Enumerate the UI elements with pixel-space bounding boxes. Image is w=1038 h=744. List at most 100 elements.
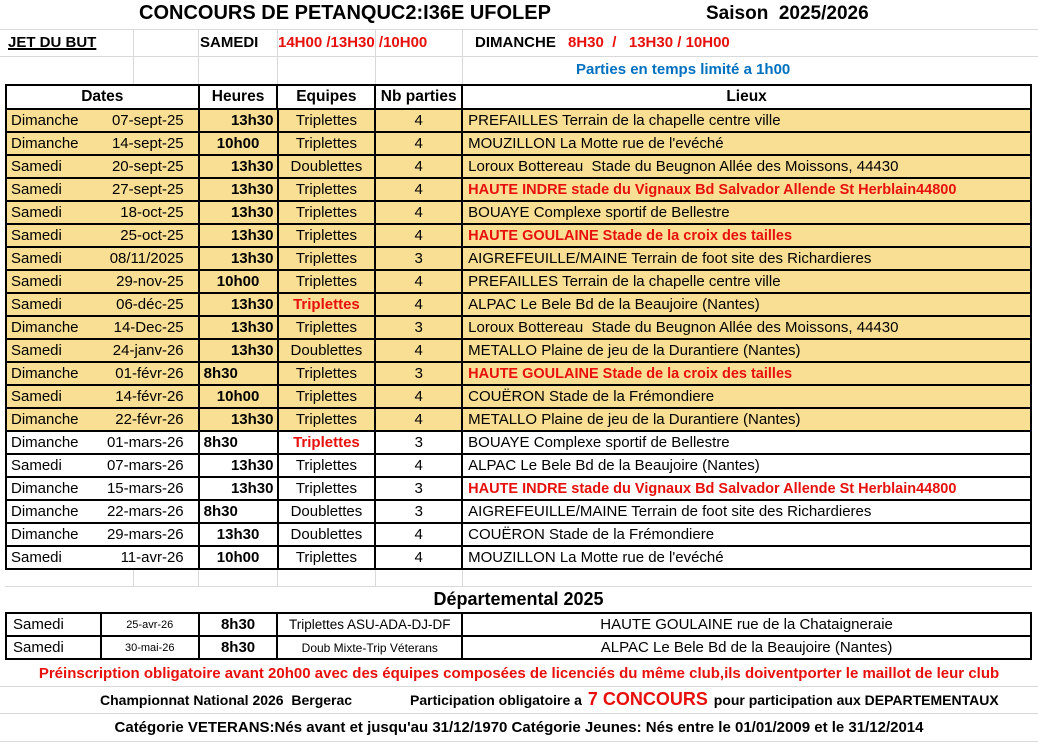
time-label: 10h00 — [216, 388, 260, 405]
cell-heure: 10h00 — [199, 133, 279, 156]
cell-dates: Samedi 27-sept-25 — [7, 179, 200, 202]
lieu-label: BOUAYE Complexe sportif de Bellestre — [468, 204, 730, 221]
participation-note: Participation obligatoire a 7 CONCOURS p… — [410, 689, 999, 710]
time-label: 8h30 — [220, 639, 256, 656]
cell-lieu: AIGREFEUILLE/MAINE Terrain de foot site … — [463, 248, 1032, 271]
cell-heure: 13h30 — [199, 202, 279, 225]
lieu-label: HAUTE GOULAINE rue de la Chataigneraie — [600, 616, 893, 633]
cell-nb-parties: 4 — [376, 524, 464, 547]
day-label: Dimanche — [11, 503, 79, 520]
date-label: 25-oct-25 — [120, 227, 184, 244]
time-label: 13h30 — [230, 250, 274, 267]
day-label: Dimanche — [11, 319, 79, 336]
cell-nb-parties: 4 — [376, 202, 464, 225]
cell-nb-parties: 3 — [376, 363, 464, 386]
schedule-row: Dimanche 22-févr-26 13h30 Triplettes 4 METALL… — [7, 409, 1032, 432]
date-label: 14-Dec-25 — [113, 319, 184, 336]
team-label: Triplettes — [293, 296, 360, 313]
day-label: Dimanche — [11, 411, 79, 428]
time-label: 13h30 — [230, 457, 274, 474]
day-label: Dimanche — [11, 526, 79, 543]
cell-dates: Samedi 06-déc-25 — [7, 294, 200, 317]
cell-dates: Dimanche 01-févr-26 — [7, 363, 200, 386]
cell-lieu: MOUZILLON La Motte rue de l'evéché — [463, 133, 1033, 156]
day-label: Dimanche — [11, 480, 79, 497]
day-label: Samedi — [11, 204, 62, 221]
time-label: 13h30 — [230, 181, 274, 198]
team-label: Doublettes — [290, 503, 363, 520]
time-label: 13h30 — [230, 204, 274, 221]
lieu-label: BOUAYE Complexe sportif de Bellestre — [468, 434, 730, 451]
parties-label: 4 — [414, 204, 423, 221]
cell-equipe: Doublettes — [278, 501, 377, 524]
departemental-row: Samedi 30-mai-26 8h30 Doub Mixte-Trip Véter… — [7, 637, 1032, 660]
team-label: Triplettes — [295, 549, 357, 566]
lieu-label: PREFAILLES Terrain de la chapelle centre… — [468, 273, 781, 290]
date-label: 07-sept-25 — [111, 112, 184, 129]
team-label: Triplettes — [293, 434, 360, 451]
cell-equipe: Triplettes — [278, 225, 377, 248]
parties-label: 4 — [414, 388, 423, 405]
team-label: Triplettes — [295, 250, 357, 267]
parties-label: 3 — [414, 250, 423, 267]
cell-nb-parties: 4 — [376, 179, 464, 202]
parties-label: 4 — [414, 135, 423, 152]
cell-heure: 8h30 — [199, 501, 279, 524]
team-label: Triplettes — [295, 227, 357, 244]
parties-label: 4 — [414, 457, 423, 474]
concours-count-highlight: 7 CONCOURS — [587, 689, 708, 709]
cell-heure: 8h30 — [199, 637, 279, 660]
lieu-label: HAUTE GOULAINE Stade de la croix des tai… — [468, 365, 793, 382]
cell-lieu: BOUAYE Complexe sportif de Bellestre — [463, 432, 1033, 455]
date-label: 27-sept-25 — [111, 181, 184, 198]
cell-lieu: ALPAC Le Bele Bd de la Beaujoire (Nantes… — [463, 294, 1032, 317]
date-label: 22-févr-26 — [115, 411, 184, 428]
cell-nb-parties: 3 — [376, 501, 464, 524]
day-label: Samedi — [11, 181, 62, 198]
cell-lieu: HAUTE GOULAINE Stade de la croix des tai… — [463, 363, 1033, 386]
time-label: 13h30 — [216, 526, 260, 543]
day-label: Samedi — [11, 158, 62, 175]
cell-heure: 10h00 — [199, 547, 279, 570]
column-header-dates: Dates — [7, 86, 200, 110]
cell-lieu: PREFAILLES Terrain de la chapelle centre… — [463, 271, 1033, 294]
schedule-table-body: Dimanche 07-sept-25 13h30 Triplettes 4 PREFAI… — [7, 110, 1033, 570]
footer-championnat-row: Championnat National 2026 Bergerac Parti… — [0, 687, 1038, 714]
cell-nb-parties: 4 — [376, 547, 464, 570]
cell-dates: Dimanche 29-mars-26 — [7, 524, 200, 547]
time-label: 13h30 — [230, 296, 274, 313]
column-header-nb-parties: Nb parties — [376, 86, 464, 110]
cell-heure: 13h30 — [199, 340, 279, 363]
cell-nb-parties: 3 — [376, 478, 464, 501]
cell-nb-parties: 3 — [376, 248, 464, 271]
schedule-row: Dimanche 29-mars-26 13h30 Doublettes 4 COUËRO… — [7, 524, 1033, 547]
time-label: 13h30 — [230, 227, 274, 244]
date-label: 25-avr-26 — [126, 618, 174, 631]
cell-dates: Samedi 29-nov-25 — [7, 271, 200, 294]
cell-equipe: Triplettes — [278, 179, 377, 202]
cell-lieu: BOUAYE Complexe sportif de Bellestre — [463, 202, 1032, 225]
day-label: Samedi — [11, 549, 62, 566]
date-label: 14-févr-26 — [115, 388, 184, 405]
cell-heure: 13h30 — [199, 409, 279, 432]
date-label: 07-mars-26 — [106, 457, 184, 474]
schedule-row: Samedi 07-mars-26 13h30 Triplettes 4 ALPAC Le… — [7, 455, 1032, 478]
team-label: Triplettes — [295, 411, 357, 428]
parties-label: 3 — [414, 365, 423, 382]
participation-text-start: Participation obligatoire a — [410, 691, 586, 708]
team-label: Doublettes — [290, 158, 363, 175]
cell-nb-parties: 3 — [376, 317, 464, 340]
schedule-row: Dimanche 07-sept-25 13h30 Triplettes 4 PREFAI… — [7, 110, 1032, 133]
cell-dates: Samedi 20-sept-25 — [7, 156, 200, 179]
parties-label: 4 — [414, 296, 423, 313]
time-label: 13h30 — [230, 158, 274, 175]
parties-label: 3 — [414, 434, 423, 451]
cell-equipe: Doublettes — [278, 340, 377, 363]
cell-dates: Dimanche 22-mars-26 — [7, 501, 200, 524]
samedi-label: SAMEDI — [200, 34, 259, 51]
cell-equipe: Triplettes ASU-ADA-DJ-DF — [278, 614, 464, 637]
cell-dates: Dimanche 14-Dec-25 — [7, 317, 200, 340]
parties-label: 4 — [414, 181, 423, 198]
date-label: 22-mars-26 — [106, 503, 184, 520]
gridline — [0, 56, 1038, 57]
